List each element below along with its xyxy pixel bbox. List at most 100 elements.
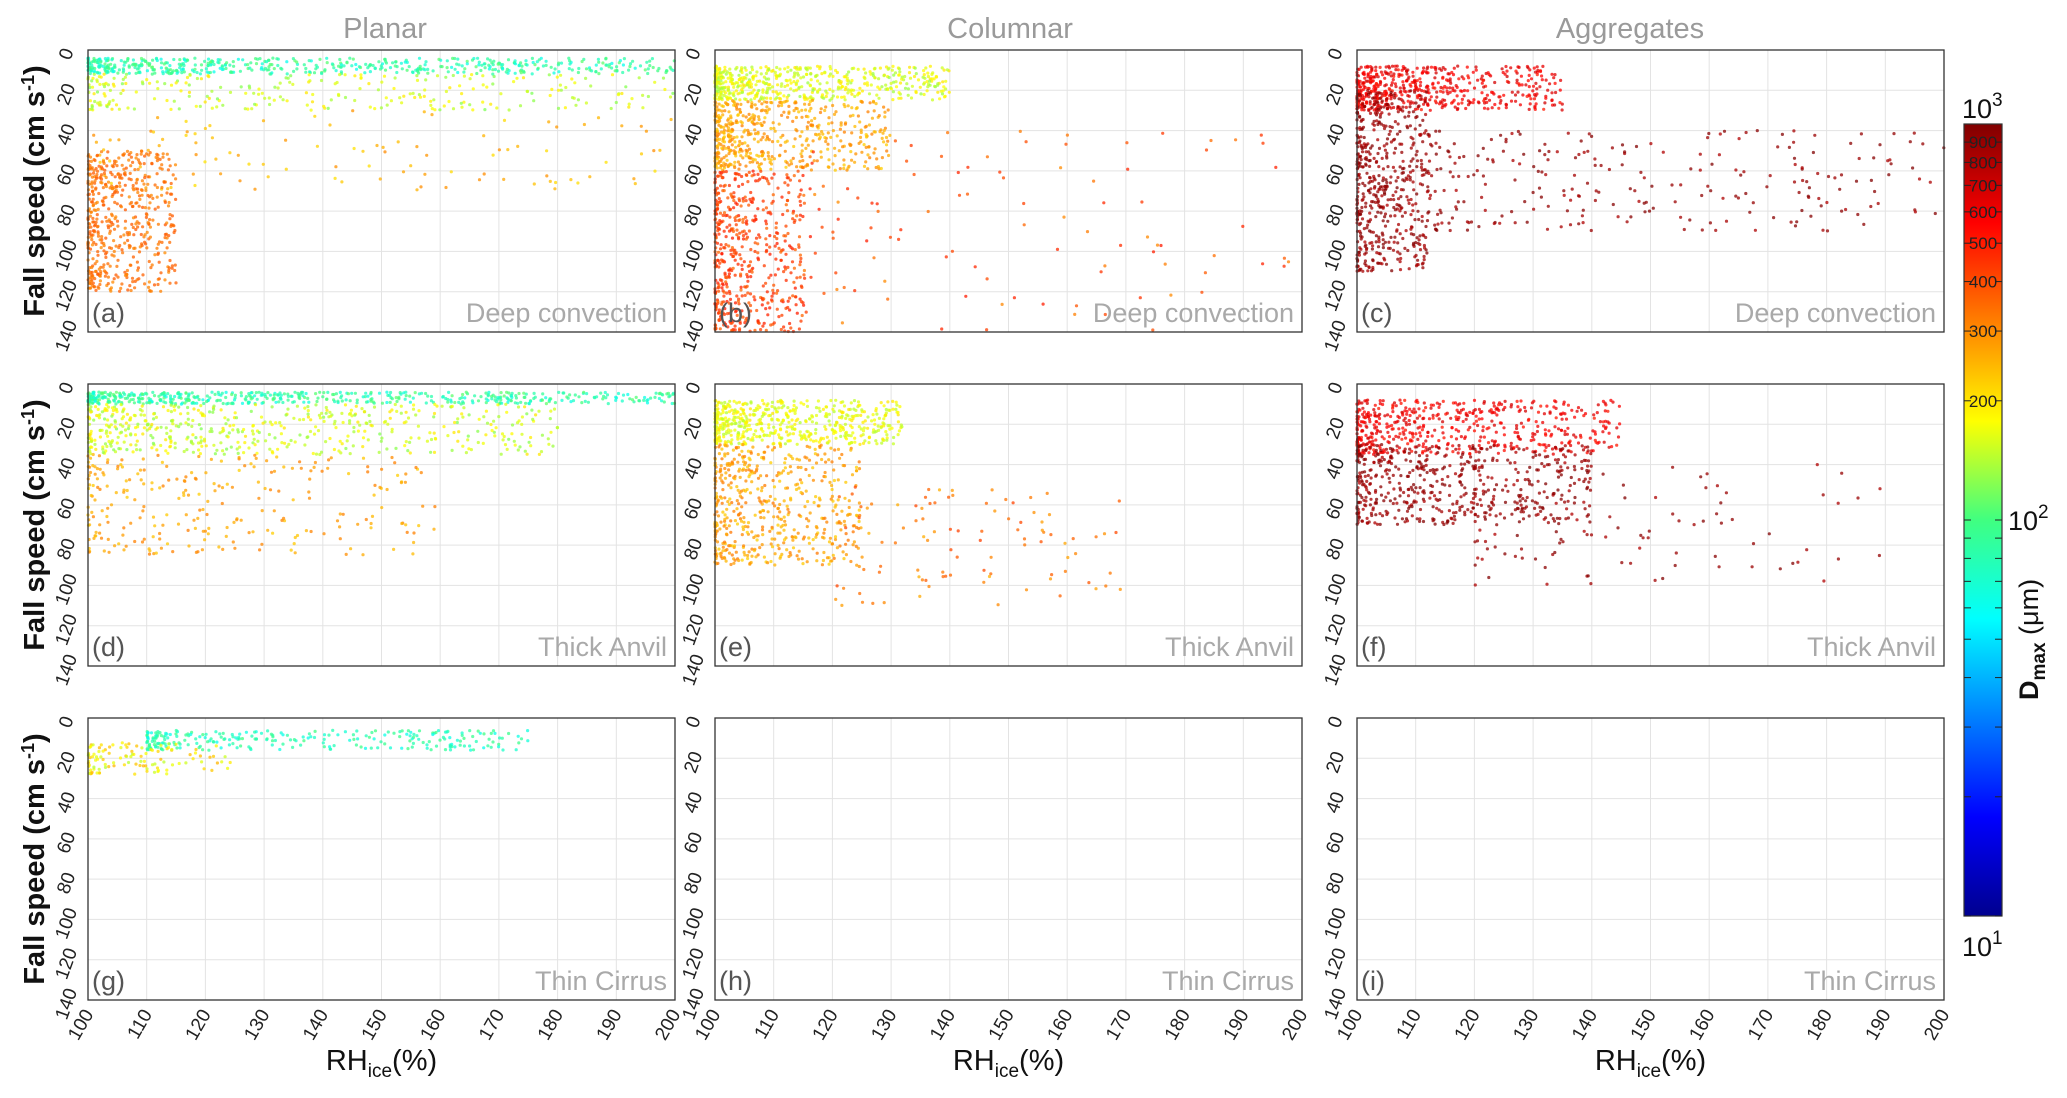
data-point [1501, 149, 1505, 153]
data-point [1650, 184, 1654, 188]
data-point [423, 68, 427, 72]
data-point [1521, 93, 1525, 97]
data-point [777, 96, 782, 100]
y-tick-label: 40 [680, 121, 707, 148]
data-point [777, 104, 781, 108]
data-point [1426, 84, 1430, 89]
data-point [106, 282, 110, 286]
data-point [737, 199, 742, 203]
data-point [1429, 95, 1433, 99]
data-point [1887, 173, 1891, 177]
data-point [1370, 105, 1374, 109]
data-point [285, 72, 289, 76]
data-point [779, 250, 783, 254]
data-point [873, 76, 877, 80]
data-point [207, 75, 211, 79]
data-point [136, 190, 140, 195]
data-point [829, 67, 833, 71]
data-point [718, 170, 722, 175]
data-point [137, 66, 141, 70]
data-point [188, 73, 192, 77]
data-point [378, 177, 382, 181]
data-point [123, 208, 127, 212]
data-point [1466, 103, 1471, 107]
data-point [1547, 149, 1551, 154]
data-point [94, 242, 98, 246]
data-point [1406, 198, 1410, 202]
data-point [742, 229, 746, 233]
data-point [112, 394, 116, 398]
data-point [746, 144, 750, 148]
data-point [764, 65, 768, 69]
data-point [268, 62, 272, 67]
data-point [112, 227, 117, 231]
data-point [277, 400, 281, 404]
data-point [230, 401, 235, 405]
data-point [755, 308, 759, 313]
data-point [248, 394, 252, 398]
data-point [829, 72, 833, 76]
data-point [925, 89, 929, 93]
data-point [751, 75, 755, 80]
data-point [216, 60, 220, 64]
data-point [117, 181, 122, 185]
data-point [1491, 160, 1495, 164]
data-point [607, 65, 611, 69]
data-point [1543, 142, 1547, 146]
data-point [1387, 112, 1391, 116]
data-point [768, 252, 772, 256]
data-point [506, 58, 511, 62]
data-point [143, 233, 147, 237]
data-point [798, 179, 802, 183]
data-point [1398, 86, 1402, 90]
data-point [1439, 68, 1444, 72]
data-point [786, 83, 790, 87]
data-point [898, 81, 903, 85]
data-point [720, 157, 724, 161]
data-point [637, 76, 641, 80]
data-point [761, 199, 765, 203]
data-point [627, 102, 631, 106]
data-point [532, 396, 536, 401]
data-point [1849, 141, 1853, 145]
data-point [728, 207, 733, 211]
data-point [468, 103, 472, 107]
data-point [841, 145, 845, 149]
data-point [746, 291, 750, 295]
data-point [809, 78, 813, 82]
data-point [1546, 88, 1550, 92]
data-point [922, 92, 926, 97]
data-point [882, 140, 886, 144]
data-point [1366, 79, 1370, 83]
data-point [934, 74, 938, 79]
data-point [426, 67, 430, 71]
data-point [207, 96, 211, 100]
data-point [1400, 171, 1404, 175]
data-point [855, 106, 859, 110]
data-point [883, 115, 887, 119]
data-point [206, 63, 210, 68]
data-point [1404, 90, 1408, 94]
data-point [517, 63, 521, 67]
data-point [96, 253, 100, 257]
y-tick-label: 0 [1324, 46, 1347, 63]
data-point [333, 400, 337, 404]
data-point [260, 62, 264, 66]
data-point [843, 75, 848, 79]
data-point [1544, 78, 1548, 82]
data-point [1444, 102, 1448, 107]
data-point [1629, 215, 1633, 219]
data-point [1383, 240, 1387, 244]
data-point [502, 118, 507, 122]
data-point [899, 96, 903, 100]
data-point [547, 398, 552, 402]
data-point [1415, 165, 1419, 169]
data-point [942, 68, 946, 72]
data-point [1259, 133, 1263, 137]
data-point [174, 81, 178, 85]
data-point [1376, 190, 1380, 194]
data-point [1447, 221, 1451, 225]
data-point [754, 74, 758, 78]
data-point [1163, 262, 1167, 266]
data-point [620, 91, 624, 96]
